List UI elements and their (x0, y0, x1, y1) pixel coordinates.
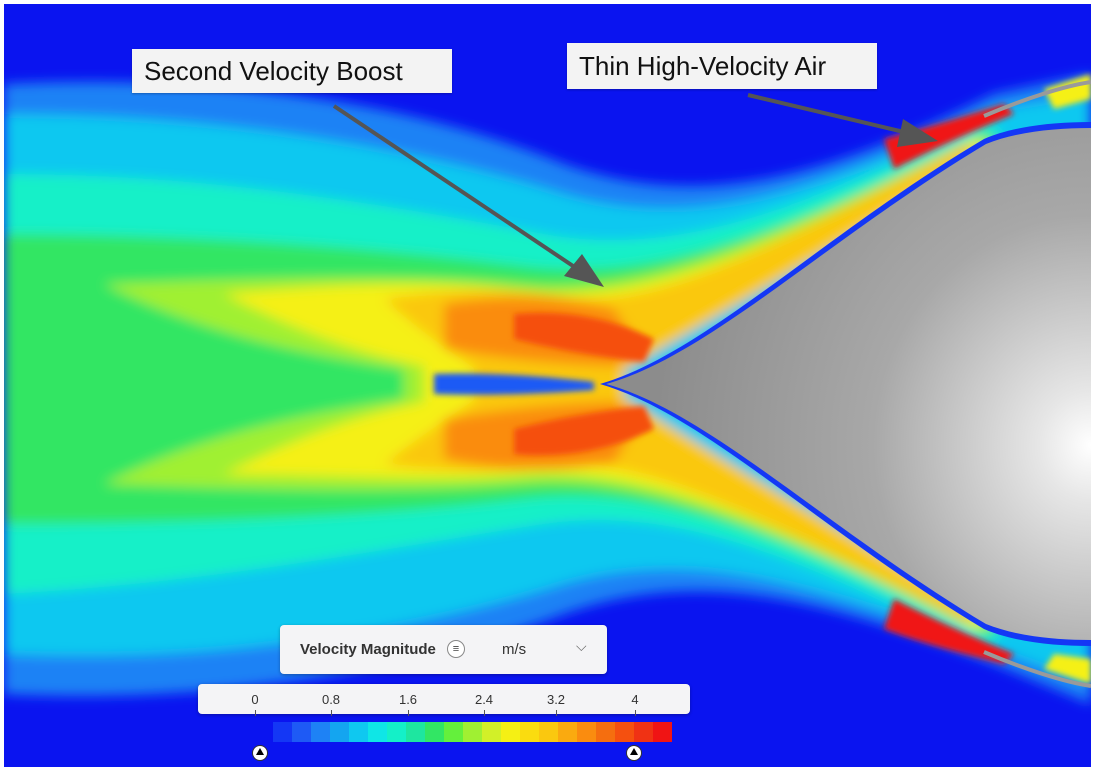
annotation-arrows (332, 93, 938, 287)
colorbar-segment (520, 722, 539, 742)
legend-tick-mark (635, 710, 636, 716)
colorbar-segment (577, 722, 596, 742)
range-max-handle[interactable] (626, 745, 642, 761)
legend-field-selector[interactable]: Velocity Magnitude ≡ m/s ⌵ (280, 625, 607, 674)
legend-scale-panel: 0 0.8 1.6 2.4 3.2 4 (198, 684, 690, 716)
legend-tick-mark (484, 710, 485, 716)
arrow-head-boost (564, 254, 604, 287)
colorbar-segment (368, 722, 387, 742)
legend-tick-mark (331, 710, 332, 716)
legend-tick-label: 0.8 (321, 692, 341, 707)
colorbar-segment (615, 722, 634, 742)
legend-field-name: Velocity Magnitude (300, 641, 436, 658)
colorbar-segment (273, 722, 292, 742)
colorbar-segment (596, 722, 615, 742)
legend-tick-label: 2.4 (474, 692, 494, 707)
colorbar-segment (406, 722, 425, 742)
colorbar-segment (653, 722, 672, 742)
colorbar-segment (387, 722, 406, 742)
chevron-down-icon[interactable]: ⌵ (576, 638, 587, 654)
legend-tick-label: 3.2 (546, 692, 566, 707)
colorbar-segment (330, 722, 349, 742)
colorbar-segment (558, 722, 577, 742)
arrow-head-thin (897, 119, 938, 147)
legend-colorbar (254, 722, 672, 742)
legend-tick-label: 4 (631, 692, 639, 707)
legend-tick-mark (556, 710, 557, 716)
legend-tick-mark (408, 710, 409, 716)
colorbar-segment (501, 722, 520, 742)
colorbar-segment (292, 722, 311, 742)
simulation-viewport[interactable] (4, 4, 1091, 767)
colorbar-segment (311, 722, 330, 742)
colorbar-segment (539, 722, 558, 742)
annotation-second-velocity-boost: Second Velocity Boost (132, 49, 452, 93)
legend-tick-label: 1.6 (398, 692, 418, 707)
colorbar-segment (254, 722, 273, 742)
colorbar-segment (349, 722, 368, 742)
annotation-thin-high-velocity-air: Thin High-Velocity Air (567, 43, 877, 89)
legend-unit-select[interactable]: m/s (502, 641, 527, 658)
menu-lines-icon[interactable]: ≡ (447, 640, 465, 658)
colorbar-segment (425, 722, 444, 742)
range-min-handle[interactable] (252, 745, 268, 761)
colorbar-segment (444, 722, 463, 742)
colorbar-segment (463, 722, 482, 742)
legend-tick-mark (255, 710, 256, 716)
colorbar-segment (634, 722, 653, 742)
colorbar-segment (482, 722, 501, 742)
legend-tick-label: 0 (251, 692, 259, 707)
